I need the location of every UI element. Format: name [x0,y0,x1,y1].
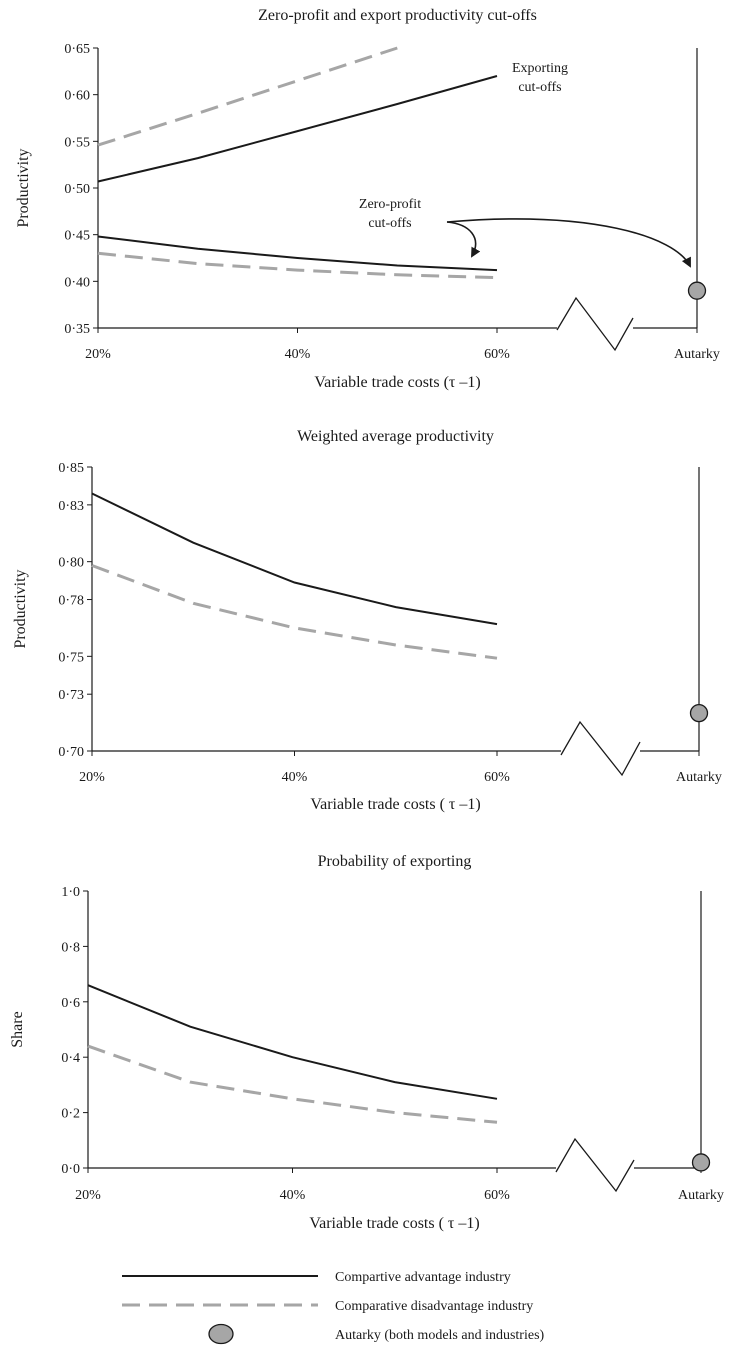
autarky-point [689,703,709,723]
y-tick-label: 0·40 [64,275,90,290]
chart-panel-2: Weighted average productivity 0·70 0·73 0·7… [12,428,722,813]
autarky-point [691,1153,711,1172]
y-tick-label: 0·60 [64,89,90,104]
chart-panel-3: Probability of exporting 0·0 0·2 0·4 0·6 0·8 1… [9,853,724,1232]
axis-break-zigzag [560,720,641,777]
y-tick-label: 0·65 [64,42,90,57]
y-tick-label: 0·2 [61,1107,80,1122]
x-tick-label: 60% [484,347,510,362]
annotation-exporting-cutoffs: cut-offs [518,80,561,95]
annotation-zero-profit-cutoffs: Zero-profit [359,197,421,212]
y-axis-label: Share [9,1011,26,1047]
y-tick-label: 0·55 [64,135,90,150]
annotation-exporting-cutoffs: Exporting [512,61,568,76]
y-tick-label: 0·80 [58,556,84,571]
legend-label: Autarky (both models and industries) [335,1328,545,1343]
x-tick-label: 40% [285,347,311,362]
advantage-series-line-1 [87,984,498,1100]
y-tick-label: 0·8 [61,940,80,955]
y-axis-label: Productivity [15,148,32,227]
chart-panel-1: Zero-profit and export productivity cut-… [15,7,720,391]
x-tick-label: 60% [484,1188,510,1203]
legend: Compartive advantage industry Comparative… [122,1270,545,1345]
x-tick-label: Autarky [674,347,720,362]
advantage-series-line-1 [97,75,498,183]
x-tick-label: Autarky [678,1188,724,1203]
autarky-point [687,281,707,300]
advantage-series-line-3 [97,235,498,272]
y-axis-label: Productivity [12,569,29,648]
y-tick-label: 0·4 [61,1051,80,1066]
y-tick-label: 0·45 [64,229,90,244]
disadvantage-series-line-4 [97,251,498,280]
y-tick-label: 0·75 [58,650,84,665]
chart-title: Zero-profit and export productivity cut-… [258,7,537,24]
x-axis-label: Variable trade costs (τ –1) [314,374,480,391]
axis-break-zigzag [555,1137,635,1193]
x-tick-label: 40% [280,1188,306,1203]
x-tick-label: 20% [79,770,105,785]
y-tick-label: 0·0 [61,1162,80,1177]
x-tick-label: 40% [282,770,308,785]
y-tick-label: 1·0 [61,885,80,900]
disadvantage-series-line-2 [97,46,398,147]
y-tick-label: 0·50 [64,182,90,197]
x-axis-label: Variable trade costs ( τ –1) [309,1215,479,1232]
y-tick-label: 0·83 [58,499,84,514]
annotation-arrow-short [446,221,481,258]
y-tick-label: 0·6 [61,996,80,1011]
legend-label: Compartive advantage industry [335,1270,511,1285]
x-tick-label: 20% [75,1188,101,1203]
axis-break-zigzag [556,296,634,352]
x-tick-label: 60% [484,770,510,785]
disadvantage-series-line-2 [91,564,498,660]
advantage-series-line-1 [91,492,498,626]
y-tick-label: 0·70 [58,745,84,760]
x-axis-label: Variable trade costs ( τ –1) [310,796,480,813]
y-tick-label: 0·78 [58,594,84,609]
chart-title: Weighted average productivity [297,428,494,445]
legend-label: Comparative disadvantage industry [335,1299,533,1314]
chart-title: Probability of exporting [318,853,472,870]
x-tick-label: Autarky [676,770,722,785]
annotation-zero-profit-cutoffs: cut-offs [368,216,411,231]
x-tick-label: 20% [85,347,111,362]
legend-circle-swatch [208,1323,234,1345]
y-tick-label: 0·85 [58,461,84,476]
y-tick-label: 0·35 [64,322,90,337]
annotation-arrow-long [446,218,691,268]
y-tick-label: 0·73 [58,688,84,703]
